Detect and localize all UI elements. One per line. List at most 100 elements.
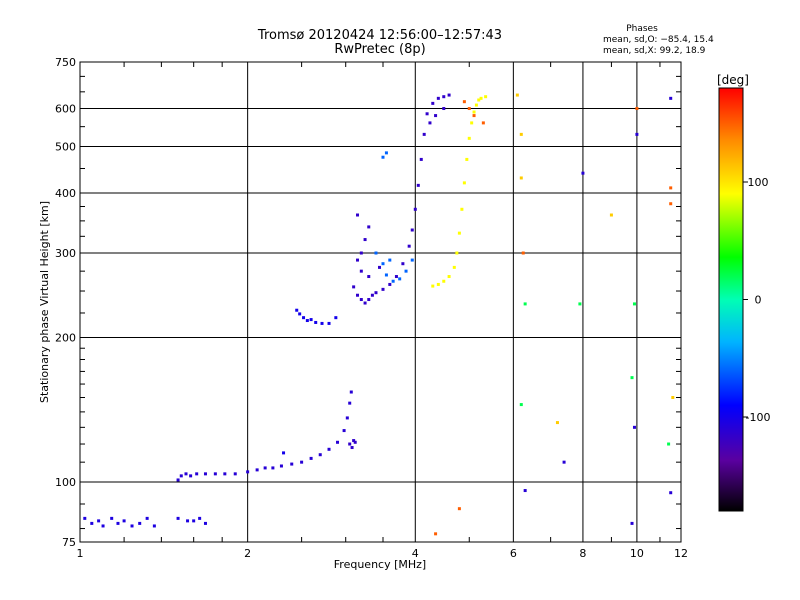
data-point	[452, 265, 456, 269]
x-tick-label: 4	[412, 547, 419, 560]
data-point	[363, 238, 367, 242]
data-point	[474, 103, 478, 107]
data-point	[434, 114, 438, 118]
data-point	[467, 107, 471, 111]
data-point	[367, 275, 371, 279]
y-tick-label: 400	[55, 187, 76, 200]
colorbar-ticks: 100 0 -100	[743, 176, 770, 424]
phases-title: Phases	[626, 24, 658, 34]
chart-title: Tromsø 20120424 12:56:00–12:57:43	[257, 28, 502, 43]
data-point	[632, 302, 636, 306]
data-point	[130, 524, 134, 528]
data-point	[295, 308, 299, 312]
data-point	[462, 181, 466, 185]
data-point	[467, 136, 471, 140]
y-axis: 75 100 200 300 400 500 600 750	[55, 56, 681, 549]
y-axis-label: Stationary phase Virtual Height [km]	[38, 201, 51, 403]
y-tick-label: 600	[55, 103, 76, 116]
data-point	[519, 403, 523, 407]
data-point	[669, 491, 673, 495]
data-point	[630, 521, 634, 525]
data-point	[353, 440, 357, 444]
data-point	[176, 516, 180, 520]
data-point	[184, 472, 188, 476]
data-point	[523, 489, 527, 493]
data-point	[515, 93, 519, 97]
y-tick-label: 200	[55, 332, 76, 345]
data-point	[302, 316, 306, 320]
data-point	[186, 519, 190, 523]
data-point	[203, 472, 207, 476]
colorbar-tick-label: 100	[748, 176, 769, 189]
data-point	[581, 171, 585, 175]
colorbar-tick-label: 0	[755, 294, 762, 307]
data-point	[404, 269, 408, 273]
data-point	[90, 521, 94, 525]
data-point	[425, 112, 429, 116]
data-point	[455, 251, 459, 255]
data-point	[609, 213, 613, 217]
data-point	[630, 376, 634, 380]
data-point	[195, 472, 199, 476]
data-point	[370, 293, 374, 297]
data-point	[203, 521, 207, 525]
data-point	[359, 251, 363, 255]
data-point	[233, 472, 237, 476]
data-point	[407, 244, 411, 248]
data-point	[442, 107, 446, 111]
data-point	[246, 470, 250, 474]
y-tick-label: 75	[62, 536, 76, 549]
data-point	[223, 472, 227, 476]
data-point	[388, 282, 392, 286]
data-point	[447, 275, 451, 279]
data-point	[122, 519, 126, 523]
data-point	[422, 132, 426, 136]
x-axis: 1 2 4 6 8 10 12	[77, 62, 688, 560]
data-point	[359, 298, 363, 302]
data-point	[419, 157, 423, 161]
data-point	[356, 213, 360, 217]
data-point	[632, 425, 636, 429]
data-point	[348, 442, 352, 446]
data-point	[481, 121, 485, 125]
data-point	[398, 277, 402, 281]
colorbar-label: [deg]	[717, 73, 749, 87]
grid-lines	[80, 62, 681, 542]
data-point	[460, 207, 464, 211]
data-point	[447, 93, 451, 97]
data-point	[176, 478, 180, 482]
data-point	[434, 532, 438, 536]
data-point	[410, 228, 414, 232]
data-point	[179, 474, 183, 478]
data-point	[578, 302, 582, 306]
data-point	[367, 225, 371, 229]
y-tick-label: 750	[55, 56, 76, 69]
data-point	[336, 440, 340, 444]
data-point	[349, 390, 353, 394]
data-point	[309, 456, 313, 460]
data-point	[428, 121, 432, 125]
data-point	[309, 318, 313, 322]
data-point	[442, 95, 446, 99]
data-point	[384, 151, 388, 155]
data-point	[562, 460, 566, 464]
data-point	[669, 96, 673, 100]
data-point	[263, 466, 267, 470]
data-point	[138, 521, 142, 525]
x-tick-label: 12	[674, 547, 688, 560]
data-point	[457, 231, 461, 235]
data-point	[300, 460, 304, 464]
data-point	[436, 96, 440, 100]
data-point	[442, 279, 446, 283]
data-point	[213, 472, 217, 476]
data-point	[320, 321, 324, 325]
data-point	[363, 301, 367, 305]
data-point	[327, 321, 331, 325]
data-point	[348, 401, 352, 405]
data-point	[410, 258, 414, 262]
x-tick-label: 6	[510, 547, 517, 560]
colorbar	[718, 87, 744, 512]
data-point	[457, 507, 461, 511]
data-point	[352, 285, 356, 289]
data-point	[352, 439, 356, 443]
